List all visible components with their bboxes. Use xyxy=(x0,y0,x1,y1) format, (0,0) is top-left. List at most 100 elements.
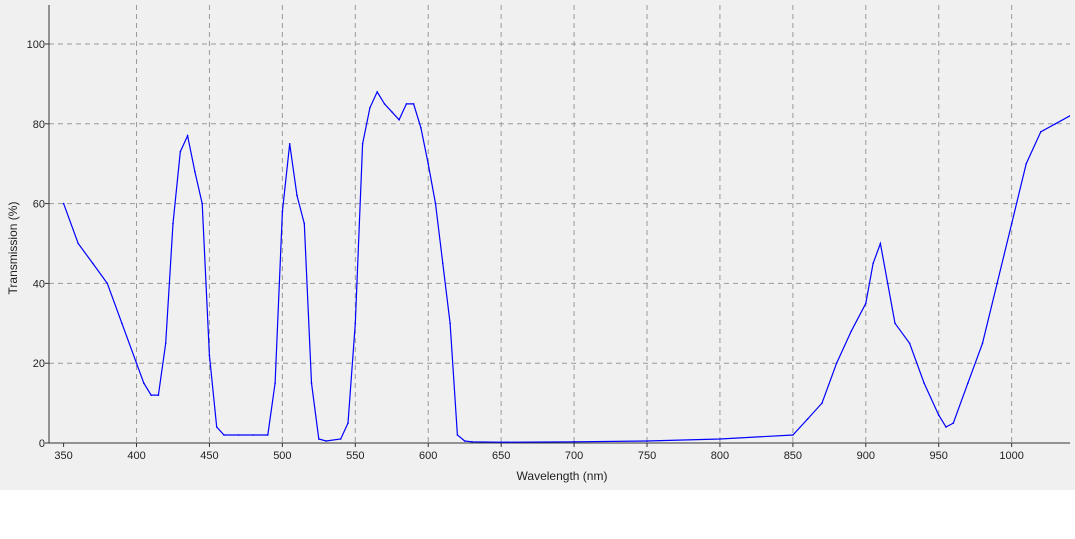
data-point xyxy=(288,143,291,145)
data-point xyxy=(143,382,145,384)
data-point xyxy=(967,382,969,384)
data-point xyxy=(872,262,874,265)
y-tick-label-80: 80 xyxy=(33,119,45,131)
data-point xyxy=(1054,123,1057,125)
x-axis-title: Wavelength (nm) xyxy=(517,469,608,483)
data-point xyxy=(835,362,838,365)
data-point xyxy=(318,438,320,440)
data-point xyxy=(186,135,189,137)
data-point xyxy=(223,434,225,436)
x-tick-label-600: 600 xyxy=(419,450,437,462)
y-tick-label-60: 60 xyxy=(33,199,45,211)
data-point xyxy=(354,322,357,325)
data-point xyxy=(179,150,182,153)
data-point xyxy=(427,162,430,165)
transmission-chart: 350 400 450 500 550 600 650 700 750 800 850 900 950 1… xyxy=(6,5,1070,483)
data-point xyxy=(252,434,254,436)
x-tick-label-500: 500 xyxy=(273,450,291,462)
data-point xyxy=(303,222,306,225)
data-point xyxy=(821,402,823,404)
data-point xyxy=(215,426,218,428)
data-point xyxy=(420,127,422,129)
y-tick-label-0: 0 xyxy=(39,438,45,450)
x-tick-label-350: 350 xyxy=(54,450,72,462)
y-axis-title: Transmission (%) xyxy=(6,202,20,295)
y-tick-label-20: 20 xyxy=(33,358,45,370)
tick-labels: 350 400 450 500 550 600 650 700 750 800 850 900 950 1… xyxy=(27,39,1024,462)
y-tick-label-100: 100 xyxy=(27,39,45,51)
axes xyxy=(45,5,1070,447)
data-point xyxy=(412,103,415,105)
data-point xyxy=(945,426,947,428)
data-point xyxy=(92,262,94,265)
data-point xyxy=(405,103,408,105)
plot-area xyxy=(62,90,1070,443)
transmission-series-line xyxy=(63,90,1070,443)
y-tick-label-40: 40 xyxy=(33,278,45,290)
data-point xyxy=(361,143,364,145)
data-point xyxy=(121,322,123,325)
x-tick-label-550: 550 xyxy=(346,450,364,462)
chart-panel: 350 400 450 500 550 600 650 700 750 800 850 900 950 1… xyxy=(0,0,1075,490)
data-point xyxy=(442,262,444,265)
data-point xyxy=(135,362,138,365)
data-point xyxy=(398,119,400,121)
data-point xyxy=(719,438,721,440)
data-point xyxy=(1040,131,1042,133)
data-point xyxy=(347,422,349,424)
data-point xyxy=(434,202,437,205)
data-point xyxy=(646,440,648,442)
data-point xyxy=(792,434,794,436)
data-point xyxy=(194,170,196,173)
data-point xyxy=(77,242,79,245)
data-point xyxy=(208,354,211,357)
data-point xyxy=(463,440,466,442)
data-point xyxy=(952,422,955,424)
data-point xyxy=(391,111,393,113)
data-point xyxy=(1010,222,1013,225)
x-tick-label-800: 800 xyxy=(711,450,729,462)
data-point xyxy=(850,330,852,333)
data-point xyxy=(150,394,152,396)
data-point xyxy=(456,434,459,436)
x-tick-label-900: 900 xyxy=(857,450,875,462)
data-point xyxy=(865,302,867,305)
data-point xyxy=(376,91,379,93)
data-point xyxy=(923,382,925,384)
data-point xyxy=(281,210,284,213)
x-tick-label-400: 400 xyxy=(127,450,145,462)
data-point xyxy=(449,322,451,325)
data-point xyxy=(267,434,269,436)
data-point xyxy=(937,414,940,416)
data-point xyxy=(879,242,882,245)
data-point xyxy=(201,202,203,205)
x-tick-label-1000: 1000 xyxy=(999,450,1023,462)
data-point xyxy=(996,282,998,285)
data-point xyxy=(1025,162,1027,165)
data-point xyxy=(164,342,167,345)
data-point xyxy=(894,322,896,325)
data-point xyxy=(310,382,313,384)
data-point xyxy=(237,434,240,436)
data-point xyxy=(886,282,889,285)
x-tick-label-950: 950 xyxy=(930,450,948,462)
data-point xyxy=(157,394,160,396)
data-point xyxy=(573,441,575,443)
data-point xyxy=(296,194,298,197)
data-point xyxy=(325,440,327,442)
data-point xyxy=(274,382,276,384)
x-tick-label-850: 850 xyxy=(784,450,802,462)
data-point xyxy=(383,103,386,105)
x-tick-label-650: 650 xyxy=(492,450,510,462)
x-tick-label-750: 750 xyxy=(638,450,656,462)
data-point xyxy=(369,107,371,109)
data-point xyxy=(172,222,174,225)
data-point xyxy=(471,441,473,443)
x-tick-label-700: 700 xyxy=(565,450,583,462)
data-point xyxy=(981,342,984,345)
data-point xyxy=(339,438,342,440)
data-point xyxy=(806,418,809,420)
data-point xyxy=(500,441,502,443)
data-point xyxy=(908,342,911,345)
data-point xyxy=(106,282,109,285)
